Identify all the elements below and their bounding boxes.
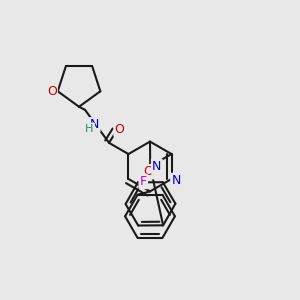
Text: O: O bbox=[115, 123, 124, 136]
Text: N: N bbox=[90, 118, 99, 131]
Text: F: F bbox=[140, 175, 147, 188]
Text: N: N bbox=[152, 160, 161, 173]
Text: O: O bbox=[47, 85, 57, 98]
Text: N: N bbox=[171, 174, 181, 187]
Text: H: H bbox=[85, 124, 94, 134]
Text: O: O bbox=[143, 165, 153, 178]
